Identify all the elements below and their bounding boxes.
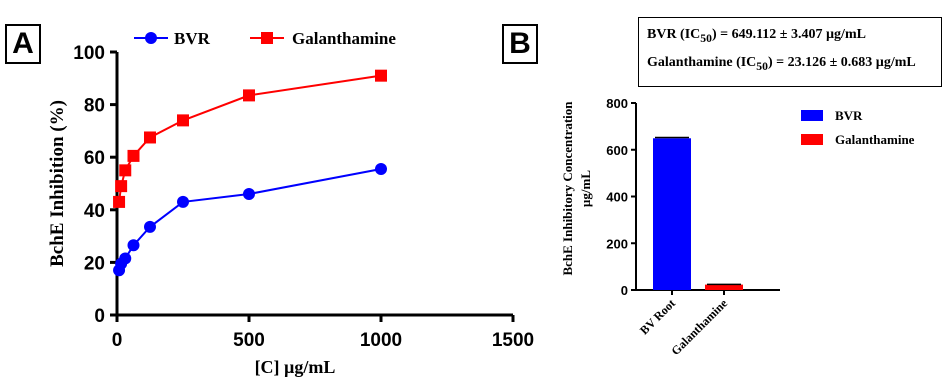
panel-b-y-tick-label: 200 bbox=[606, 236, 628, 251]
panel-b-y-axis-label-line1: BchE Inhibitory Concentration bbox=[560, 101, 575, 276]
ic50-bvr-line: BVR (IC50) = 649.112 ± 3.407 µg/mL bbox=[647, 23, 933, 51]
panel-a-y-tick-label: 100 bbox=[73, 43, 105, 64]
bar-galanthamine bbox=[705, 284, 743, 290]
data-point-bvr bbox=[177, 195, 189, 208]
data-point-bvr bbox=[243, 188, 255, 201]
data-point-galanthamine bbox=[243, 89, 255, 102]
data-point-galanthamine bbox=[177, 114, 189, 127]
ic50-box: BVR (IC50) = 649.112 ± 3.407 µg/mL Galan… bbox=[638, 17, 942, 87]
data-point-galanthamine bbox=[119, 164, 132, 177]
panel-a-x-axis-label: [C] µg/mL bbox=[255, 357, 336, 377]
panel-b-y-tick-label: 0 bbox=[621, 283, 628, 298]
ic50-bvr-value: ) = 649.112 ± 3.407 µg/mL bbox=[711, 27, 866, 42]
legend-b-galanthamine-swatch bbox=[801, 134, 823, 145]
panel-a-y-tick-label: 60 bbox=[84, 148, 105, 169]
legend-b-bvr-label: BVR bbox=[835, 108, 863, 123]
legend-a-galanthamine-label: Galanthamine bbox=[292, 29, 396, 48]
panel-a-x-tick-label: 500 bbox=[233, 330, 265, 351]
data-point-galanthamine bbox=[127, 149, 140, 162]
series-line-bvr bbox=[118, 168, 382, 271]
legend-a-bvr-label: BVR bbox=[174, 29, 211, 48]
panel-b-y-tick-label: 400 bbox=[606, 190, 628, 205]
panel-b-x-tick-label: Galanthamine bbox=[668, 296, 730, 358]
panel-a-y-tick-label: 80 bbox=[84, 96, 105, 117]
data-point-bvr bbox=[144, 220, 156, 233]
data-point-galanthamine bbox=[375, 69, 387, 82]
ic50-bvr-subscript: 50 bbox=[700, 31, 712, 45]
data-point-galanthamine bbox=[144, 131, 156, 144]
ic50-gal-subscript: 50 bbox=[756, 59, 768, 73]
panel-b-y-axis-label-line2: µg/mL bbox=[578, 170, 593, 207]
panel-a-x-tick-label: 1500 bbox=[492, 330, 534, 351]
panel-a-x-tick-label: 0 bbox=[112, 330, 123, 351]
data-point-galanthamine bbox=[115, 180, 128, 193]
panel-b-y-tick-label: 600 bbox=[606, 143, 628, 158]
legend-b-galanthamine-label: Galanthamine bbox=[835, 132, 915, 147]
ic50-bvr-name: BVR (IC bbox=[647, 27, 701, 42]
data-point-galanthamine bbox=[113, 195, 126, 208]
panel-b-label: B bbox=[502, 24, 538, 64]
panel-a-y-axis-label: BchE Inhibition (%) bbox=[47, 100, 68, 267]
panel-a-x-tick-label: 1000 bbox=[360, 330, 402, 351]
legend-a-bvr-marker bbox=[145, 32, 157, 44]
ic50-galanthamine-line: Galanthamine (IC50) = 23.126 ± 0.683 µg/… bbox=[647, 51, 933, 79]
data-point-bvr bbox=[375, 163, 387, 176]
legend-b-bvr-swatch bbox=[801, 110, 823, 121]
panel-a-y-tick-label: 20 bbox=[84, 253, 105, 274]
panel-b-x-tick-label: BV Root bbox=[637, 296, 678, 337]
bar-bv-root bbox=[653, 138, 691, 290]
panel-b-y-tick-label: 800 bbox=[606, 96, 628, 111]
legend-a-galanthamine-marker bbox=[261, 32, 273, 44]
ic50-gal-value: ) = 23.126 ± 0.683 µg/mL bbox=[767, 54, 916, 70]
panel-a-y-tick-label: 0 bbox=[94, 306, 105, 327]
data-point-bvr bbox=[127, 239, 140, 252]
data-point-bvr bbox=[119, 252, 132, 265]
ic50-gal-name: Galanthamine (IC bbox=[647, 54, 757, 70]
panel-a-y-tick-label: 40 bbox=[84, 201, 105, 222]
panel-a-label: A bbox=[5, 24, 41, 64]
